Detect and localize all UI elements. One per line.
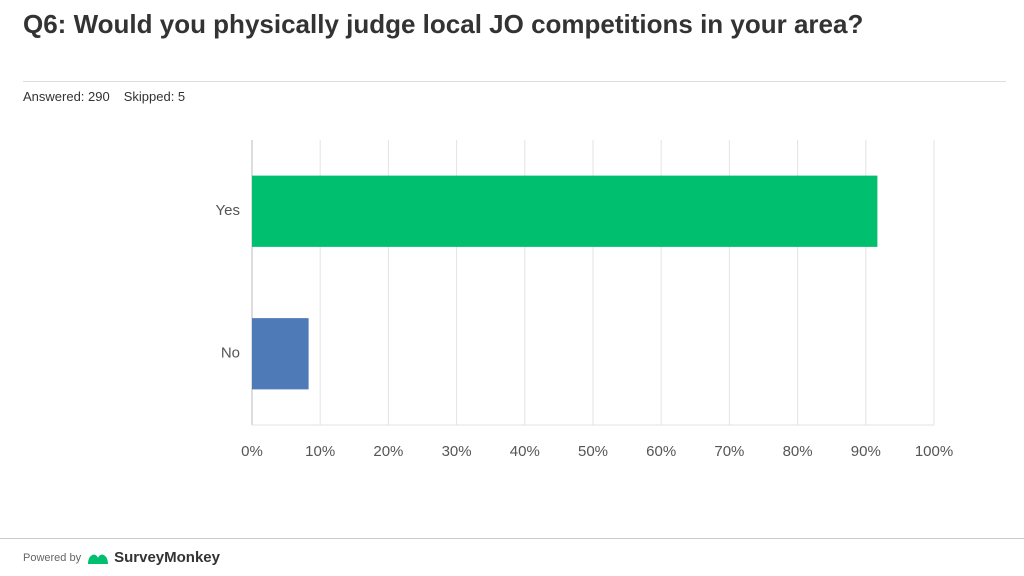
response-stats: Answered: 290 Skipped: 5 <box>23 89 199 104</box>
x-tick-label: 10% <box>305 443 335 460</box>
x-tick-label: 40% <box>510 443 540 460</box>
bar <box>252 175 878 247</box>
brand: SurveyMonkey <box>114 549 220 566</box>
x-tick-label: 100% <box>915 443 953 460</box>
footer: Powered by SurveyMonkey <box>23 549 220 566</box>
divider <box>0 538 1024 539</box>
x-tick-label: 90% <box>851 443 881 460</box>
x-tick-label: 0% <box>241 443 263 460</box>
bar <box>252 318 309 390</box>
x-tick-label: 20% <box>373 443 403 460</box>
logo-icon <box>88 554 109 564</box>
x-tick-label: 60% <box>646 443 676 460</box>
chart: 0% 10% 20% 30% 40% 50% 60% 70% 80% 90% 100% Yes No <box>216 140 953 460</box>
y-tick-label: Yes <box>216 202 240 219</box>
x-tick-label: 50% <box>578 443 608 460</box>
x-tick-label: 80% <box>783 443 813 460</box>
divider <box>23 81 1006 82</box>
answered: Answered: 290 <box>23 89 110 104</box>
x-tick-label: 70% <box>714 443 744 460</box>
question-title: Q6: Would you physically judge local JO … <box>23 9 864 39</box>
x-tick-label: 30% <box>442 443 472 460</box>
powered-by: Powered by <box>23 551 82 564</box>
skipped: Skipped: 5 <box>123 89 186 104</box>
y-tick-label: No <box>221 345 240 362</box>
